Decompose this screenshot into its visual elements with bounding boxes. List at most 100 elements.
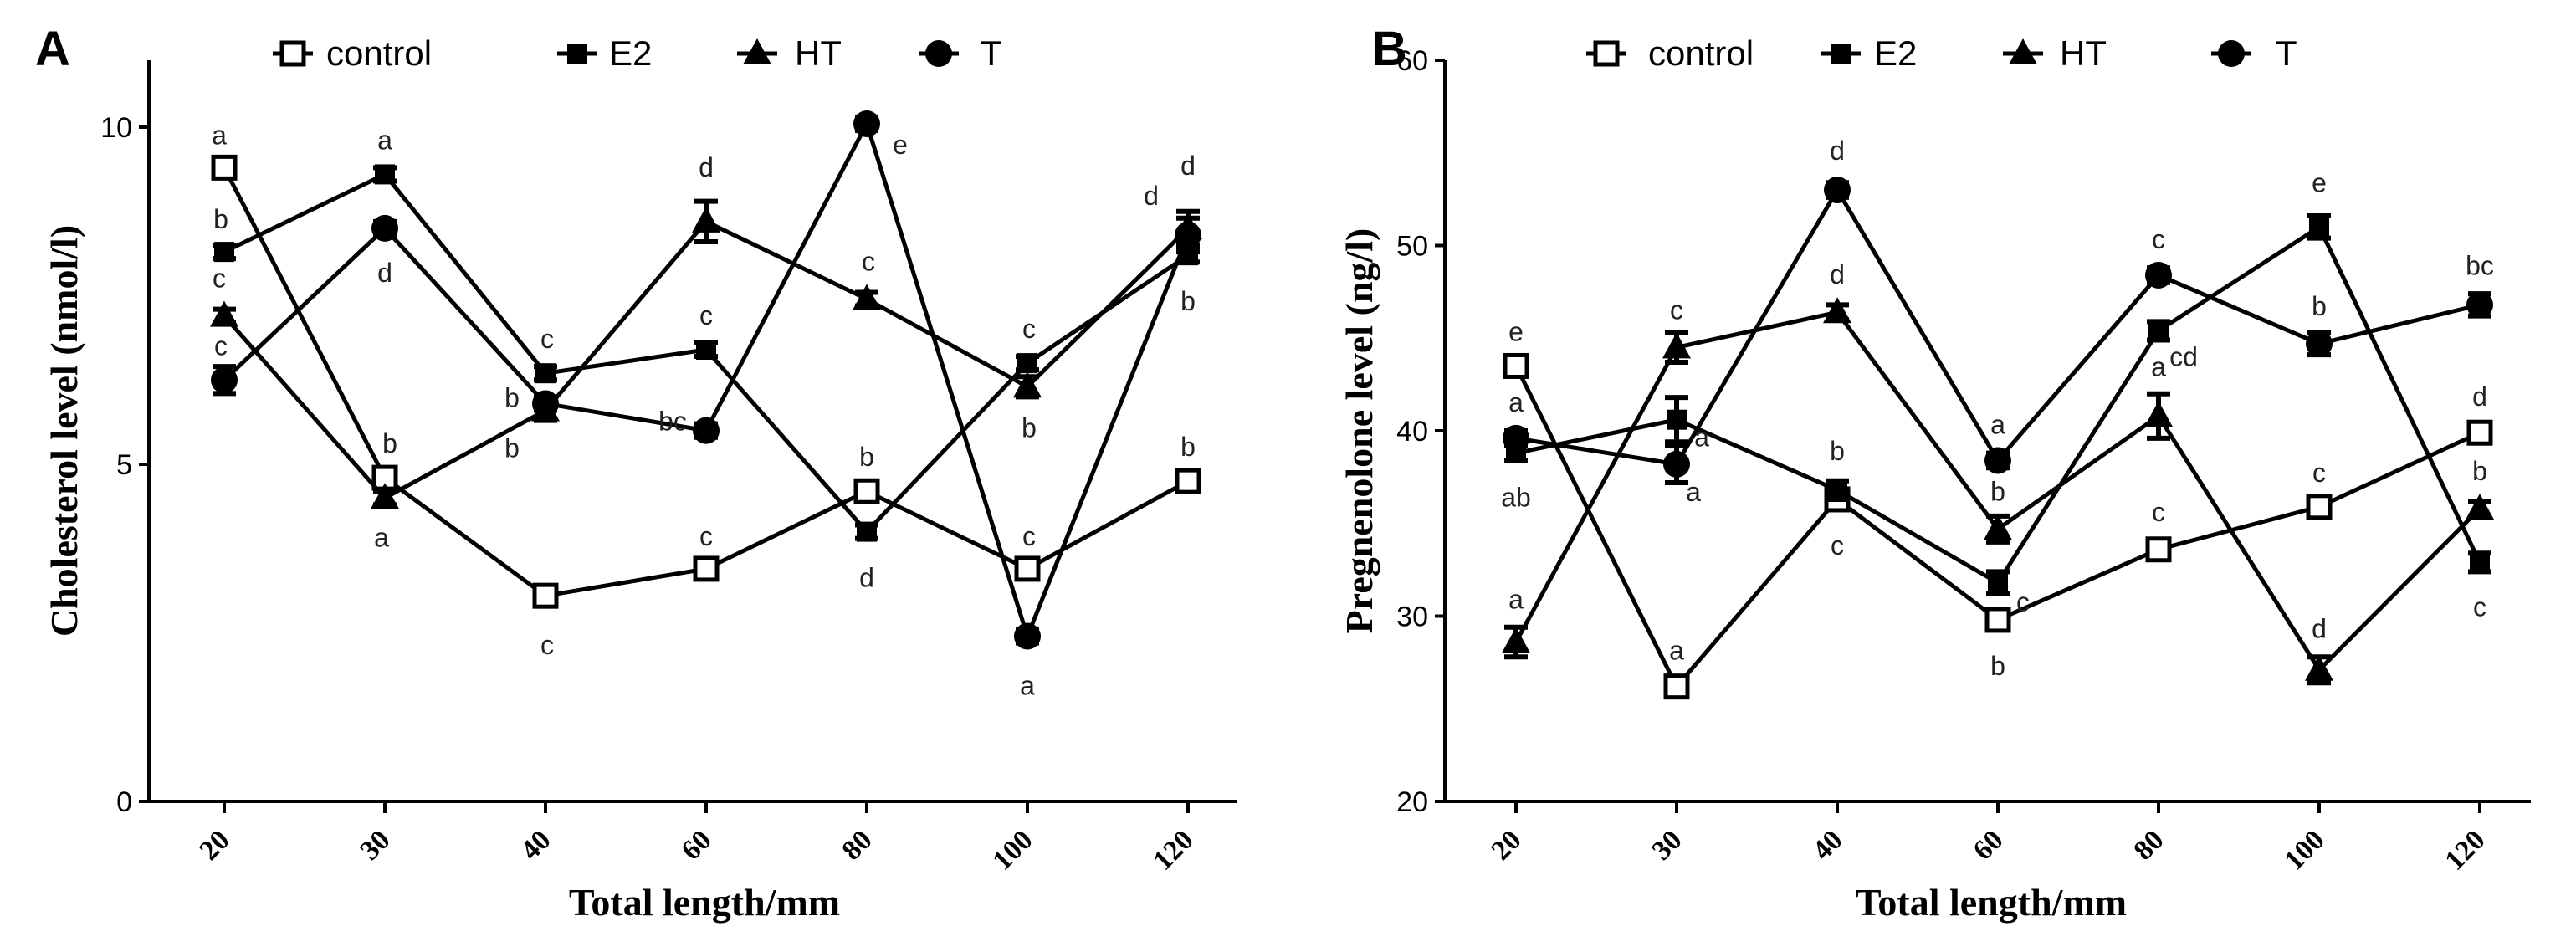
significance-label: b bbox=[1180, 286, 1196, 316]
legend-marker bbox=[2009, 38, 2037, 64]
significance-label: d bbox=[2472, 381, 2487, 412]
legend-label: control bbox=[326, 33, 432, 73]
data-point bbox=[693, 417, 720, 444]
panel-a: A 0 5 10 20 30 40 60 80 100 120 Total length/mm Chol… bbox=[35, 22, 1237, 924]
significance-label: c bbox=[862, 247, 875, 277]
data-point bbox=[1667, 409, 1687, 430]
data-point bbox=[1175, 468, 1201, 494]
significance-label: b bbox=[2472, 456, 2487, 486]
significance-label: d bbox=[377, 258, 392, 288]
significance-label: d bbox=[2312, 614, 2327, 644]
significance-label: c bbox=[699, 521, 713, 551]
x-tick-label: 30 bbox=[354, 824, 396, 866]
significance-label: d bbox=[1830, 136, 1845, 166]
data-point bbox=[853, 284, 881, 310]
significance-label: a bbox=[1508, 387, 1524, 417]
significance-label: b bbox=[2312, 291, 2327, 321]
y-tick-label: 50 bbox=[1396, 231, 1428, 263]
data-point bbox=[2306, 494, 2333, 520]
significance-label: b bbox=[504, 432, 520, 463]
legend: control E2 HT T bbox=[1586, 33, 2297, 73]
x-tick-label: 120 bbox=[2439, 824, 2491, 876]
significance-label: c bbox=[699, 300, 713, 330]
x-tick-label: 60 bbox=[1967, 824, 2009, 866]
significance-label: c bbox=[1022, 314, 1036, 344]
data-point bbox=[371, 483, 399, 509]
y-tick-label: 60 bbox=[1396, 45, 1428, 77]
legend-label: HT bbox=[2060, 33, 2107, 73]
legend-marker bbox=[567, 44, 587, 64]
legend-marker bbox=[279, 40, 306, 67]
legend-marker bbox=[1593, 40, 1620, 67]
significance-label: b bbox=[504, 383, 520, 413]
data-point bbox=[1014, 622, 1041, 650]
x-tick-label: 80 bbox=[2128, 824, 2169, 866]
data-point bbox=[853, 478, 880, 504]
data-point bbox=[1503, 424, 1529, 452]
data-point bbox=[1988, 572, 2008, 593]
significance-label: c bbox=[540, 630, 554, 660]
significance-label: b bbox=[1180, 432, 1196, 462]
significance-label: b bbox=[1022, 412, 1037, 443]
legend-marker bbox=[925, 40, 952, 67]
data-point bbox=[693, 555, 720, 582]
data-point bbox=[1017, 353, 1037, 374]
significance-label: bc bbox=[658, 407, 687, 437]
x-tick-label: 20 bbox=[193, 824, 235, 866]
panel-letter: B bbox=[1372, 22, 1407, 76]
significance-label: d bbox=[1830, 259, 1845, 289]
x-tick-label: 60 bbox=[675, 824, 717, 866]
data-point bbox=[1175, 221, 1201, 248]
x-tick-label: 30 bbox=[1646, 824, 1687, 866]
series-line bbox=[223, 218, 1190, 501]
data-point bbox=[2306, 330, 2333, 357]
data-point bbox=[211, 366, 238, 394]
series-ht: a c d b a d b bbox=[1502, 259, 2494, 686]
data-point bbox=[1662, 332, 1691, 359]
significance-label: c bbox=[2152, 497, 2165, 527]
data-point bbox=[1823, 297, 1851, 324]
data-point bbox=[2466, 291, 2493, 319]
data-point bbox=[2145, 536, 2172, 563]
data-point bbox=[1663, 450, 1690, 478]
significance-label: a bbox=[2151, 351, 2166, 381]
y-tick-label: 40 bbox=[1396, 416, 1428, 448]
significance-label: b bbox=[1990, 476, 2005, 506]
legend: control E2 HT T bbox=[273, 33, 1002, 73]
significance-label: bc bbox=[2466, 250, 2494, 280]
data-point bbox=[1984, 447, 2011, 474]
y-tick-label: 0 bbox=[116, 786, 132, 818]
legend-label: control bbox=[1648, 33, 1754, 73]
legend-label: T bbox=[981, 33, 1002, 73]
legend-label: E2 bbox=[609, 33, 652, 73]
data-point bbox=[371, 214, 398, 242]
y-tick-label: 10 bbox=[100, 112, 132, 144]
significance-label: a bbox=[377, 125, 392, 155]
x-axis-title: Total length/mm bbox=[569, 881, 840, 924]
significance-label: d bbox=[1180, 151, 1196, 181]
significance-label: d bbox=[699, 152, 714, 182]
significance-label: a bbox=[212, 120, 227, 150]
x-tick-label: 20 bbox=[1485, 824, 1527, 866]
y-axis-title: Cholesterol level (nmol/l) bbox=[43, 225, 85, 637]
data-point bbox=[1824, 177, 1851, 204]
significance-label: a bbox=[1669, 636, 1684, 666]
x-tick-label: 100 bbox=[2278, 824, 2330, 876]
significance-label: c bbox=[2312, 458, 2326, 488]
data-point bbox=[2305, 654, 2333, 681]
data-point bbox=[535, 363, 556, 384]
y-tick-label: 20 bbox=[1396, 786, 1428, 818]
data-point bbox=[692, 206, 720, 233]
significance-label: b bbox=[213, 204, 228, 234]
data-point bbox=[1984, 514, 2012, 540]
data-point bbox=[2144, 401, 2173, 427]
significance-label: ab bbox=[1501, 483, 1531, 513]
data-point bbox=[1503, 352, 1529, 379]
legend-marker bbox=[2218, 40, 2245, 67]
x-axis-title: Total length/mm bbox=[1856, 881, 2127, 924]
